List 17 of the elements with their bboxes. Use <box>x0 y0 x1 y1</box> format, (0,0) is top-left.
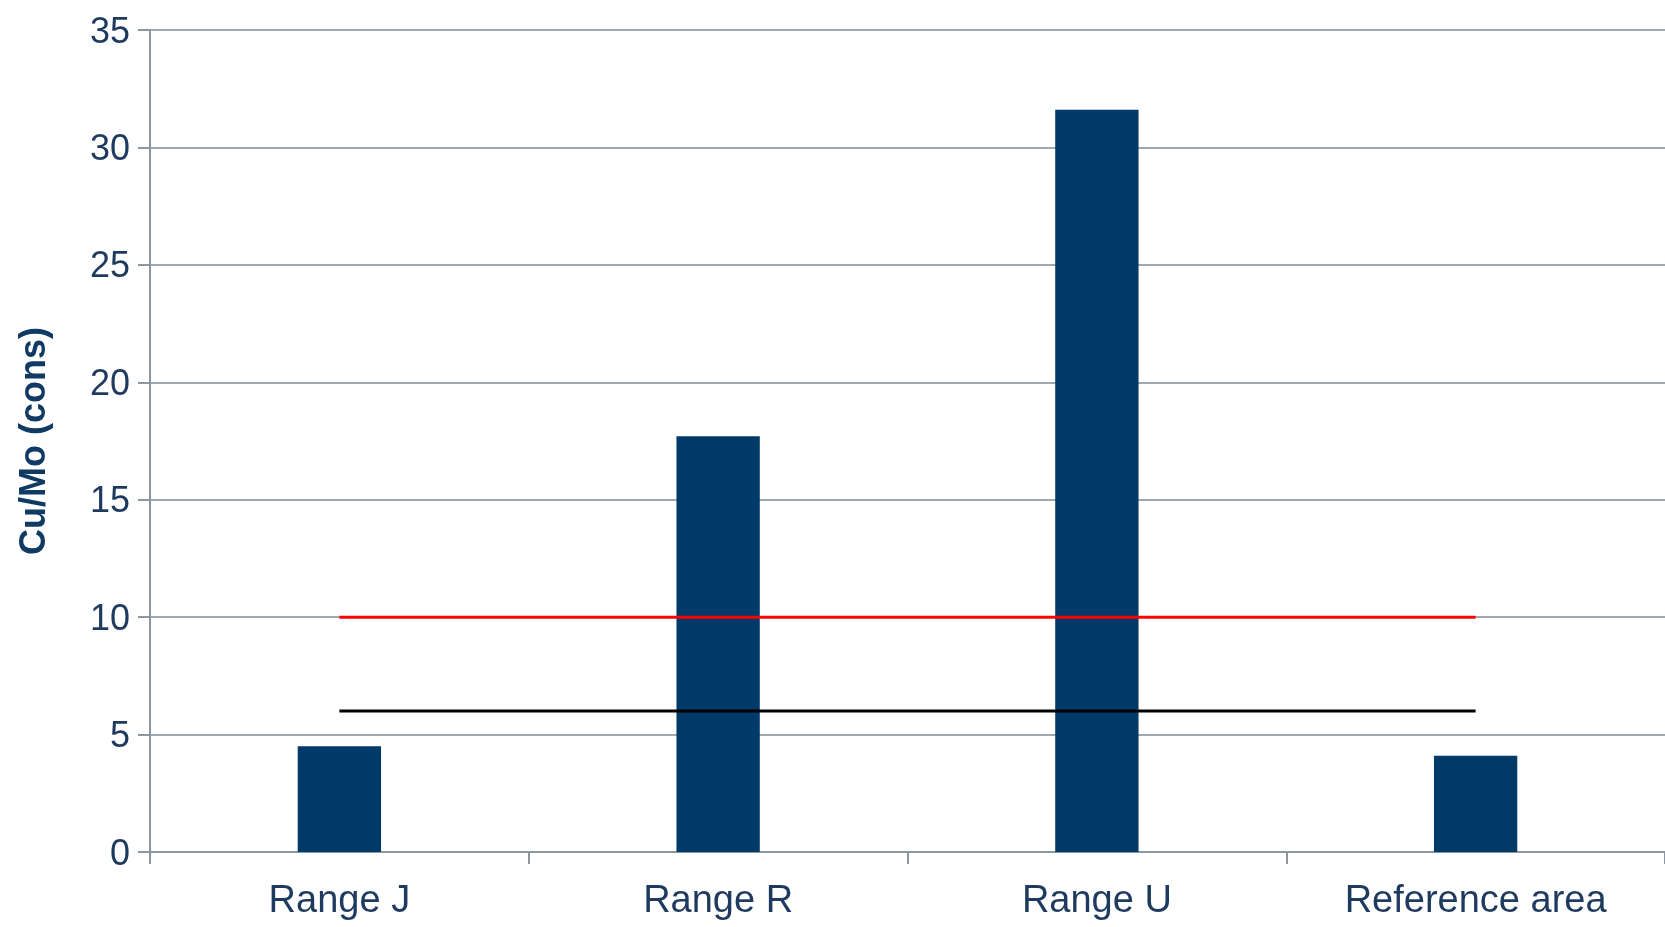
y-tick-label: 5 <box>109 714 130 756</box>
x-tick-label: Range R <box>643 878 794 920</box>
x-tick-label: Range J <box>268 878 411 920</box>
x-tick-label: Reference area <box>1344 878 1608 920</box>
y-tick-label: 15 <box>89 479 130 521</box>
y-tick-label: 35 <box>89 9 130 51</box>
y-tick-label: 25 <box>89 244 130 286</box>
y-tick-label: 10 <box>89 596 130 638</box>
y-tick-label: 0 <box>109 831 130 873</box>
bar <box>1433 755 1518 852</box>
x-tick-label: Range U <box>1021 878 1172 920</box>
bar <box>1055 109 1139 852</box>
bar <box>297 746 382 852</box>
y-tick-label: 30 <box>89 126 130 168</box>
bar <box>676 436 760 852</box>
y-axis-title: Cu/Mo (cons) <box>11 327 53 555</box>
y-tick-label: 20 <box>89 361 130 403</box>
